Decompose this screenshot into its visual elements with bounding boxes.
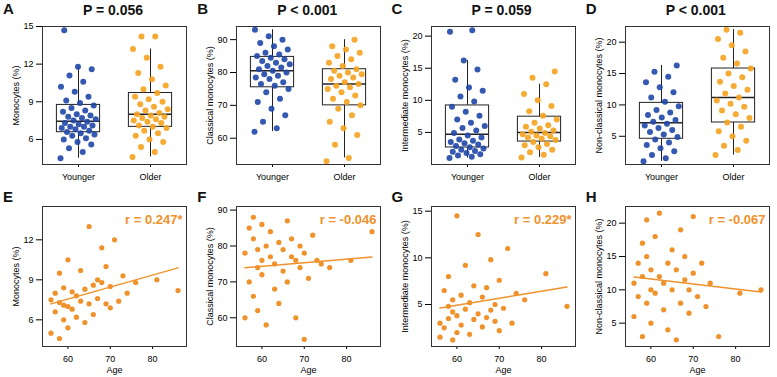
svg-text:Monocytes (%): Monocytes (%) xyxy=(11,246,21,306)
svg-text:60: 60 xyxy=(451,354,461,364)
svg-text:Older: Older xyxy=(722,172,744,182)
svg-text:10: 10 xyxy=(606,285,616,295)
html-text:A: A xyxy=(3,0,14,17)
svg-text:10: 10 xyxy=(412,253,422,263)
svg-text:70: 70 xyxy=(300,354,310,364)
svg-text:Age: Age xyxy=(689,365,705,375)
svg-text:r = 0.247*: r = 0.247* xyxy=(125,212,183,227)
html-text:F: F xyxy=(197,188,207,205)
svg-text:15: 15 xyxy=(412,63,422,73)
html-text:P < 0.001: P < 0.001 xyxy=(277,2,338,18)
svg-text:Classical monocytes (%): Classical monocytes (%) xyxy=(205,46,215,145)
html-text:P = 0.056: P = 0.056 xyxy=(83,2,143,18)
html-text:G: G xyxy=(391,188,404,205)
html-text:P < 0.001: P < 0.001 xyxy=(665,2,726,18)
svg-text:Intermediate monocytes (%): Intermediate monocytes (%) xyxy=(399,39,409,152)
svg-text:Older: Older xyxy=(528,172,550,182)
svg-text:Younger: Younger xyxy=(256,172,289,182)
svg-text:70: 70 xyxy=(105,354,115,364)
html-text:C: C xyxy=(391,0,403,17)
svg-text:Older: Older xyxy=(139,172,161,182)
svg-text:80: 80 xyxy=(342,354,352,364)
svg-text:12: 12 xyxy=(23,235,33,245)
svg-text:20: 20 xyxy=(606,37,616,47)
svg-text:r = -0.046: r = -0.046 xyxy=(320,212,377,227)
svg-text:70: 70 xyxy=(218,277,228,287)
svg-text:5: 5 xyxy=(611,131,616,141)
svg-text:Monocytes (%): Monocytes (%) xyxy=(11,65,21,125)
svg-text:Older: Older xyxy=(334,172,356,182)
svg-text:15: 15 xyxy=(606,251,616,261)
svg-text:15: 15 xyxy=(23,21,33,31)
svg-text:70: 70 xyxy=(688,354,698,364)
svg-text:Younger: Younger xyxy=(62,172,95,182)
svg-text:10: 10 xyxy=(606,100,616,110)
html-text:P = 0.059: P = 0.059 xyxy=(471,2,532,18)
html-text:B: B xyxy=(197,0,209,17)
svg-text:Age: Age xyxy=(495,365,511,375)
svg-text:70: 70 xyxy=(218,100,228,110)
svg-text:20: 20 xyxy=(412,31,422,41)
svg-text:15: 15 xyxy=(606,68,616,78)
svg-text:80: 80 xyxy=(536,354,546,364)
svg-text:80: 80 xyxy=(148,354,158,364)
svg-text:Younger: Younger xyxy=(645,172,678,182)
svg-text:12: 12 xyxy=(23,59,33,69)
svg-text:20: 20 xyxy=(606,218,616,228)
svg-text:Non-classical monocytes (%): Non-classical monocytes (%) xyxy=(594,37,604,153)
svg-text:90: 90 xyxy=(218,35,228,45)
svg-text:r = 0.229*: r = 0.229* xyxy=(514,212,572,227)
svg-text:9: 9 xyxy=(28,97,33,107)
svg-text:70: 70 xyxy=(494,354,504,364)
svg-text:60: 60 xyxy=(646,354,656,364)
svg-text:Age: Age xyxy=(106,365,122,375)
svg-text:60: 60 xyxy=(218,133,228,143)
svg-text:Intermediate monocytes (%): Intermediate monocytes (%) xyxy=(399,220,409,333)
html-text:H: H xyxy=(585,188,597,205)
svg-text:Classical monocytes (%): Classical monocytes (%) xyxy=(205,227,215,326)
svg-text:5: 5 xyxy=(417,299,422,309)
svg-text:r = -0.067: r = -0.067 xyxy=(709,212,766,227)
svg-text:6: 6 xyxy=(28,134,33,144)
svg-text:6: 6 xyxy=(28,315,33,325)
svg-text:5: 5 xyxy=(417,127,422,137)
svg-text:Non-classical monocytes (%): Non-classical monocytes (%) xyxy=(594,218,604,334)
svg-text:90: 90 xyxy=(218,205,228,215)
svg-text:60: 60 xyxy=(218,313,228,323)
svg-text:60: 60 xyxy=(257,354,267,364)
svg-text:5: 5 xyxy=(611,318,616,328)
svg-text:Younger: Younger xyxy=(450,172,483,182)
html-text:E: E xyxy=(3,188,13,205)
svg-text:60: 60 xyxy=(63,354,73,364)
svg-text:Age: Age xyxy=(301,365,317,375)
svg-text:80: 80 xyxy=(218,241,228,251)
html-text:D: D xyxy=(585,0,597,17)
svg-text:80: 80 xyxy=(730,354,740,364)
svg-text:9: 9 xyxy=(28,275,33,285)
svg-text:10: 10 xyxy=(412,95,422,105)
svg-text:15: 15 xyxy=(412,206,422,216)
svg-text:80: 80 xyxy=(218,67,228,77)
